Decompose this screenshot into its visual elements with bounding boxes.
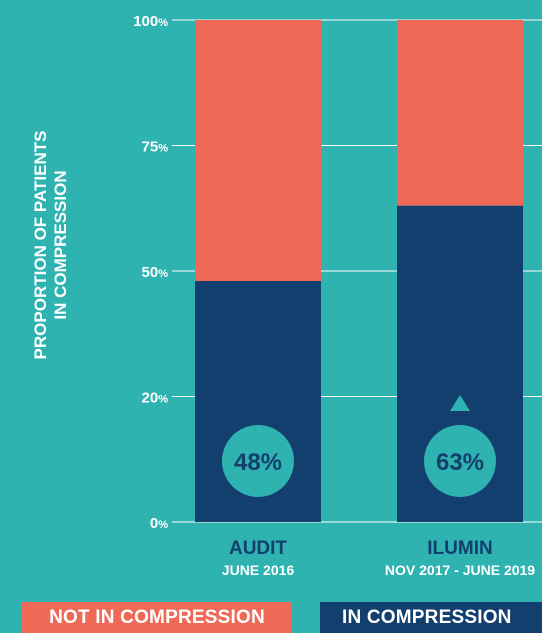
- bar-segment-not-in-compression: [397, 20, 523, 206]
- legend-in-compression: IN COMPRESSION: [320, 602, 542, 633]
- y-tick-label: 50%: [142, 264, 169, 281]
- legend-in-compression-label: IN COMPRESSION: [342, 606, 512, 628]
- y-tick-label: 20%: [142, 390, 169, 407]
- category-sublabel: NOV 2017 - JUNE 2019: [385, 562, 535, 578]
- y-tick-label: 75%: [142, 139, 169, 156]
- legend-not-in-compression-label: NOT IN COMPRESSION: [49, 606, 265, 628]
- stacked-bar-chart: 0% 20% 50% 75% 100% PROPORTION OF PATIENTS IN …: [31, 13, 542, 578]
- y-tick-label: 100%: [133, 13, 168, 30]
- data-label: 63%: [436, 449, 484, 476]
- y-axis-label: IN COMPRESSION: [51, 170, 70, 319]
- category-label: ILUMIN: [427, 538, 492, 559]
- increase-arrow-icon: [450, 395, 470, 411]
- category-sublabel: JUNE 2016: [222, 562, 295, 578]
- data-label: 48%: [234, 449, 282, 476]
- category-label: AUDIT: [229, 538, 287, 559]
- bar-segment-not-in-compression: [195, 20, 321, 282]
- legend-not-in-compression: NOT IN COMPRESSION: [22, 602, 292, 633]
- value-badge: [222, 425, 294, 497]
- y-tick-label: 0%: [150, 515, 168, 532]
- value-badge: [424, 425, 496, 497]
- y-axis-label: PROPORTION OF PATIENTS: [31, 131, 50, 360]
